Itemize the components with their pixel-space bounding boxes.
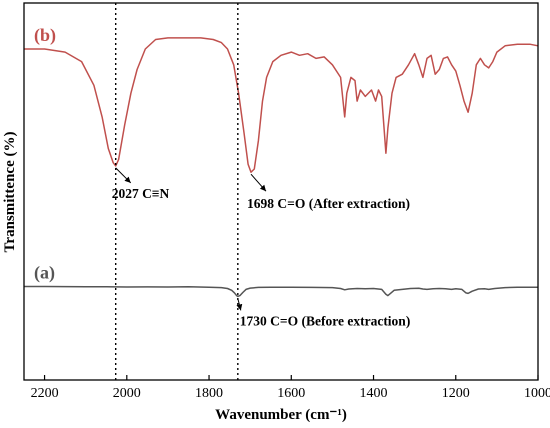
series-tag-0: (b) <box>34 25 56 46</box>
x-ticks-layer: 2200 2000 1800 1600 1400 1200 1000 <box>31 375 550 401</box>
y-axis-label: Transmittence (%) <box>2 132 18 253</box>
x-axis-label: Wavenumber (cm⁻¹) <box>215 407 347 423</box>
annotations-layer: 2027 C≡N 1698 C=O (After extraction) 1730 … <box>112 167 411 328</box>
annotation-arrow-2 <box>236 298 243 311</box>
series-line-1 <box>24 285 538 298</box>
annotation-arrow-1 <box>250 173 267 192</box>
x-tick-label-2: 1800 <box>195 386 223 401</box>
series-tag-1: (a) <box>34 263 55 284</box>
x-tick-label-1: 2000 <box>113 386 141 401</box>
plot-frame <box>23 2 539 381</box>
x-tick-label-5: 1200 <box>442 386 470 401</box>
annotation-label-2: 1730 C=O (Before extraction) <box>240 313 411 328</box>
x-tick-label-4: 1400 <box>360 386 388 401</box>
x-tick-label-3: 1600 <box>277 386 305 401</box>
annotation-arrow-0 <box>115 167 132 184</box>
x-tick-label-6: 1000 <box>524 386 550 401</box>
x-tick-label-0: 2200 <box>31 386 59 401</box>
spectra-layer: (b) (a) <box>24 25 539 298</box>
annotation-label-1: 1698 C=O (After extraction) <box>247 196 410 211</box>
series-line-0 <box>24 37 539 173</box>
annotation-label-0: 2027 C≡N <box>112 186 170 201</box>
